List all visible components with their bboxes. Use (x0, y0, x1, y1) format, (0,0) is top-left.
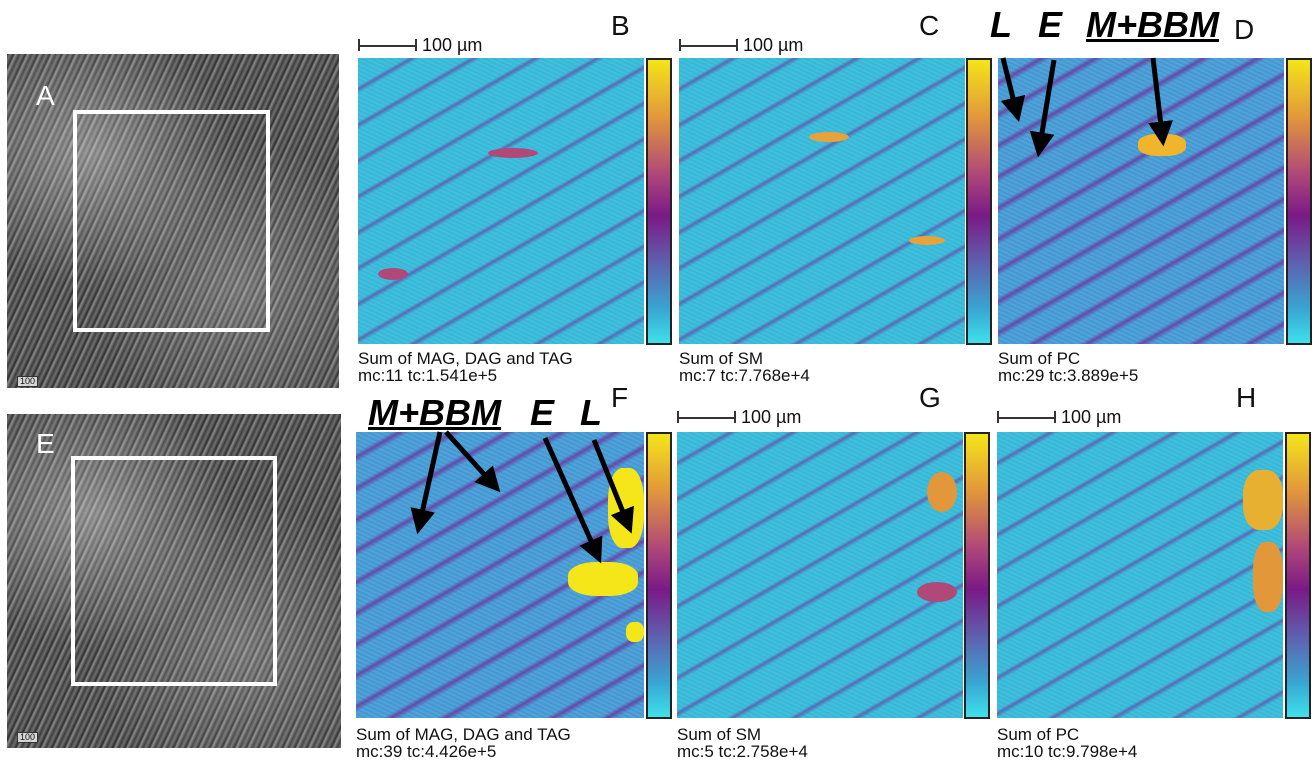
hotspot-f-low (626, 622, 644, 642)
scale-label-h: 100 µm (1061, 407, 1122, 427)
micro-scale-label-a: 100 (20, 376, 36, 386)
hotspot-h-mid (1253, 542, 1283, 612)
ms-image-h (997, 432, 1283, 718)
caption-stats-g: mc:5 tc:2.758e+4 (677, 742, 808, 761)
caption-h: Sum of PC mc:10 tc:9.798e+4 (997, 726, 1137, 760)
panel-label-a: A (36, 80, 55, 111)
caption-stats-b: mc:11 tc:1.541e+5 (358, 366, 498, 385)
hotspot-f-mid (568, 562, 638, 596)
colorbar-c (966, 58, 992, 345)
panel-label-h: H (1236, 382, 1257, 413)
panel-label-g: G (919, 382, 941, 413)
colorbar-b (646, 58, 672, 345)
scale-bar-g: 100 µm (677, 407, 827, 427)
annotation-d-l: L (990, 4, 1012, 45)
arrow-f-mbbm-2 (444, 430, 501, 493)
ms-image-b (358, 58, 644, 344)
arrow-d-mbbm (1148, 57, 1173, 147)
arrow-f-e (542, 436, 603, 564)
caption-f: Sum of MAG, DAG and TAG mc:39 tc:4.426e+… (356, 726, 571, 760)
hotspot-h-top (1243, 470, 1283, 530)
caption-title-b: Sum of MAG, DAG and TAG (358, 349, 573, 368)
panel-label-c: C (919, 10, 940, 41)
panel-label-f: F (611, 382, 629, 413)
caption-title-d: Sum of PC (998, 349, 1081, 368)
colorbar-f (646, 432, 672, 719)
selection-box-e (71, 456, 277, 686)
caption-title-f: Sum of MAG, DAG and TAG (356, 725, 571, 744)
micrograph-e: 100 (7, 414, 341, 748)
caption-title-g: Sum of SM (677, 725, 762, 744)
micro-scale-bar-a: 100 (17, 376, 39, 387)
micro-scale-label-e: 100 (20, 732, 36, 742)
ms-image-d (998, 58, 1284, 344)
caption-stats-d: mc:29 tc:3.889e+5 (998, 366, 1139, 385)
caption-stats-c: mc:7 tc:7.768e+4 (679, 366, 810, 385)
scale-bar-h: 100 µm (997, 407, 1147, 427)
caption-b: Sum of MAG, DAG and TAG mc:11 tc:1.541e+… (358, 350, 573, 384)
annotation-f-mbbm: M+BBM (368, 392, 501, 433)
colorbar-h (1285, 432, 1311, 719)
scale-label-g: 100 µm (741, 407, 802, 427)
annotation-f-e: E (530, 392, 555, 433)
arrow-d-l (1000, 57, 1026, 123)
scale-bar-c: 100 µm (679, 35, 829, 55)
panel-label-e: E (36, 428, 55, 459)
caption-c: Sum of SM mc:7 tc:7.768e+4 (679, 350, 810, 384)
caption-stats-h: mc:10 tc:9.798e+4 (997, 742, 1138, 761)
colorbar-d (1286, 58, 1312, 345)
caption-title-h: Sum of PC (997, 725, 1080, 744)
selection-box-a (73, 110, 270, 332)
panel-label-d: D (1234, 14, 1255, 45)
colorbar-g (964, 432, 990, 719)
caption-d: Sum of PC mc:29 tc:3.889e+5 (998, 350, 1138, 384)
ms-image-g (677, 432, 963, 718)
micro-scale-bar-e: 100 (17, 732, 39, 743)
caption-g: Sum of SM mc:5 tc:2.758e+4 (677, 726, 808, 760)
annotation-d-e: E (1038, 4, 1063, 45)
scale-label-b: 100 µm (422, 35, 483, 55)
caption-stats-f: mc:39 tc:4.426e+5 (356, 742, 497, 761)
scale-bar-b: 100 µm (358, 35, 508, 55)
arrow-f-l (591, 439, 634, 534)
annotation-d-mbbm: M+BBM (1086, 4, 1219, 45)
panel-label-b: B (611, 10, 630, 41)
arrow-d-e (1029, 59, 1057, 158)
ms-image-f (356, 432, 644, 718)
micrograph-a: 100 (7, 54, 339, 388)
caption-title-c: Sum of SM (679, 349, 764, 368)
annotation-f-l: L (580, 392, 602, 433)
scale-label-c: 100 µm (743, 35, 804, 55)
ms-image-c (679, 58, 965, 344)
arrow-f-mbbm-1 (410, 431, 443, 535)
